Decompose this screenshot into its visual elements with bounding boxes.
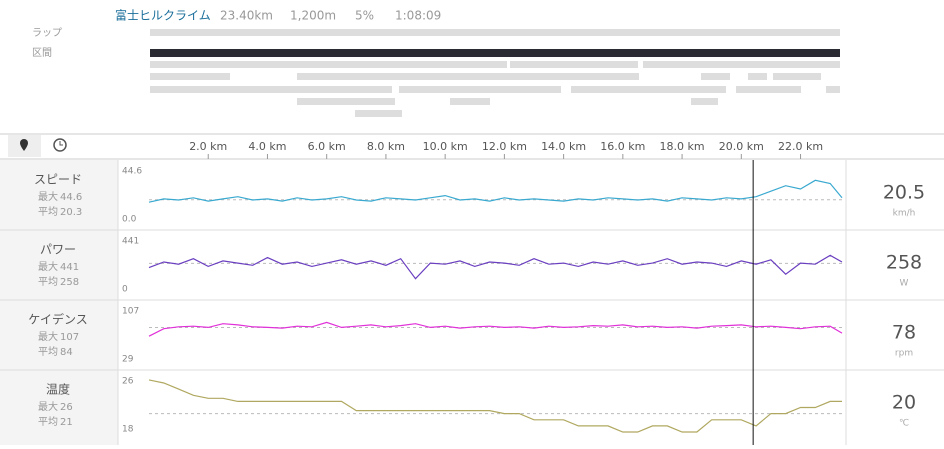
metric-name: ケイデンス bbox=[28, 312, 88, 327]
segments bbox=[150, 29, 840, 117]
segment-bar[interactable] bbox=[150, 49, 840, 57]
route-stat: 1,200m bbox=[290, 9, 336, 23]
row-label: ラップ bbox=[32, 27, 62, 39]
segment-bar[interactable] bbox=[643, 61, 840, 68]
route-stat: 23.40km bbox=[220, 9, 273, 23]
segment-bar[interactable] bbox=[355, 110, 402, 117]
x-tick-label: 22.0 km bbox=[778, 140, 823, 153]
metric-name: 温度 bbox=[46, 382, 70, 397]
clock-icon bbox=[53, 138, 67, 152]
current-value: 20.5 bbox=[883, 182, 925, 204]
max-label: 最大 bbox=[38, 400, 58, 413]
route-title: 富士ヒルクライム bbox=[115, 8, 211, 23]
avg-value: 21 bbox=[60, 417, 73, 428]
row-label: 区間 bbox=[32, 47, 52, 59]
avg-label: 平均 bbox=[38, 346, 58, 358]
current-unit: W bbox=[900, 279, 909, 289]
metric-name: スピード bbox=[34, 173, 82, 187]
segment-bar[interactable] bbox=[510, 61, 638, 68]
current-unit: rpm bbox=[895, 349, 913, 359]
current-unit: km/h bbox=[893, 209, 916, 219]
max-value: 44.6 bbox=[60, 192, 82, 203]
current-value: 258 bbox=[886, 252, 922, 274]
clock-hands bbox=[59, 141, 63, 146]
x-tick-label: 8.0 km bbox=[367, 140, 405, 153]
max-label: 最大 bbox=[38, 260, 58, 273]
avg-value: 20.3 bbox=[60, 207, 82, 218]
segment-bar[interactable] bbox=[691, 98, 718, 105]
max-value: 107 bbox=[60, 332, 79, 343]
route-stat: 1:08:09 bbox=[395, 9, 441, 23]
y-tick-label: 18 bbox=[122, 425, 134, 435]
segment-bar[interactable] bbox=[701, 73, 730, 80]
max-value: 441 bbox=[60, 262, 79, 273]
y-tick-label: 0.0 bbox=[122, 215, 137, 225]
x-tick-label: 20.0 km bbox=[719, 140, 764, 153]
segment-bar[interactable] bbox=[748, 73, 767, 80]
y-tick-label: 44.6 bbox=[122, 167, 142, 177]
pin-icon bbox=[20, 139, 28, 151]
series-line bbox=[148, 379, 842, 433]
x-tick-label: 10.0 km bbox=[423, 140, 468, 153]
current-unit: ℃ bbox=[899, 419, 909, 429]
avg-value: 258 bbox=[60, 277, 79, 288]
y-tick-label: 26 bbox=[122, 377, 134, 387]
segment-bar[interactable] bbox=[150, 73, 230, 80]
x-tick-label: 4.0 km bbox=[248, 140, 286, 153]
x-tick-label: 14.0 km bbox=[541, 140, 586, 153]
x-tick-label: 2.0 km bbox=[189, 140, 227, 153]
y-tick-label: 0 bbox=[122, 285, 128, 295]
current-value: 78 bbox=[892, 322, 916, 344]
y-tick-label: 441 bbox=[122, 237, 139, 247]
time-tab[interactable] bbox=[43, 135, 76, 157]
max-value: 26 bbox=[60, 402, 73, 413]
lap-bar[interactable] bbox=[150, 29, 840, 36]
y-tick-label: 29 bbox=[122, 355, 134, 365]
series-line bbox=[148, 321, 843, 337]
segment-bar[interactable] bbox=[297, 73, 639, 80]
x-tick-label: 12.0 km bbox=[482, 140, 527, 153]
x-tick-label: 16.0 km bbox=[600, 140, 645, 153]
y-tick-label: 107 bbox=[122, 307, 139, 317]
segment-bar[interactable] bbox=[150, 86, 392, 93]
segment-bar[interactable] bbox=[736, 86, 801, 93]
x-tick-label: 6.0 km bbox=[308, 140, 346, 153]
segment-bar[interactable] bbox=[773, 73, 821, 80]
avg-label: 平均 bbox=[38, 416, 58, 428]
current-value: 20 bbox=[892, 392, 916, 414]
route-stat: 5% bbox=[355, 9, 374, 23]
avg-value: 84 bbox=[60, 347, 73, 358]
avg-label: 平均 bbox=[38, 276, 58, 288]
label-column bbox=[0, 160, 118, 445]
max-label: 最大 bbox=[38, 190, 58, 203]
series-line bbox=[148, 179, 843, 203]
segment-bar[interactable] bbox=[150, 61, 507, 68]
segment-bar[interactable] bbox=[571, 86, 726, 93]
segment-bar[interactable] bbox=[450, 98, 490, 105]
max-label: 最大 bbox=[38, 330, 58, 343]
avg-label: 平均 bbox=[38, 206, 58, 218]
x-tick-label: 18.0 km bbox=[660, 140, 705, 153]
segment-bar[interactable] bbox=[826, 86, 840, 93]
series-line bbox=[148, 254, 843, 280]
segment-bar[interactable] bbox=[297, 98, 395, 105]
segment-bar[interactable] bbox=[399, 86, 561, 93]
metric-name: パワー bbox=[40, 243, 76, 257]
